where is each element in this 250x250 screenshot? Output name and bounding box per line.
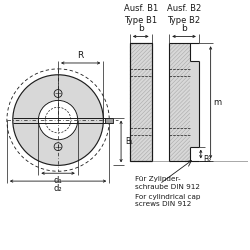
- Bar: [190, 147, 199, 162]
- Bar: [190, 43, 199, 61]
- Text: d₂: d₂: [54, 184, 62, 193]
- Text: Ausf. B1
Type B1: Ausf. B1 Type B1: [124, 4, 158, 24]
- Text: Ausf. B2
Type B2: Ausf. B2 Type B2: [167, 4, 201, 24]
- Text: B₂: B₂: [203, 156, 211, 164]
- Text: R: R: [78, 51, 84, 60]
- Bar: [105, 118, 113, 122]
- Text: d₁: d₁: [54, 176, 62, 185]
- Text: b: b: [181, 24, 187, 34]
- Circle shape: [13, 75, 103, 165]
- Bar: [169, 43, 199, 162]
- Text: B₁: B₁: [125, 137, 133, 146]
- Text: For cylindrical cap
screws DIN 912: For cylindrical cap screws DIN 912: [135, 194, 200, 207]
- Text: m: m: [214, 98, 222, 107]
- Bar: [130, 43, 152, 162]
- Circle shape: [38, 100, 78, 140]
- Text: Für Zylinder-
schraube DIN 912: Für Zylinder- schraube DIN 912: [135, 176, 200, 190]
- Text: b: b: [138, 24, 143, 34]
